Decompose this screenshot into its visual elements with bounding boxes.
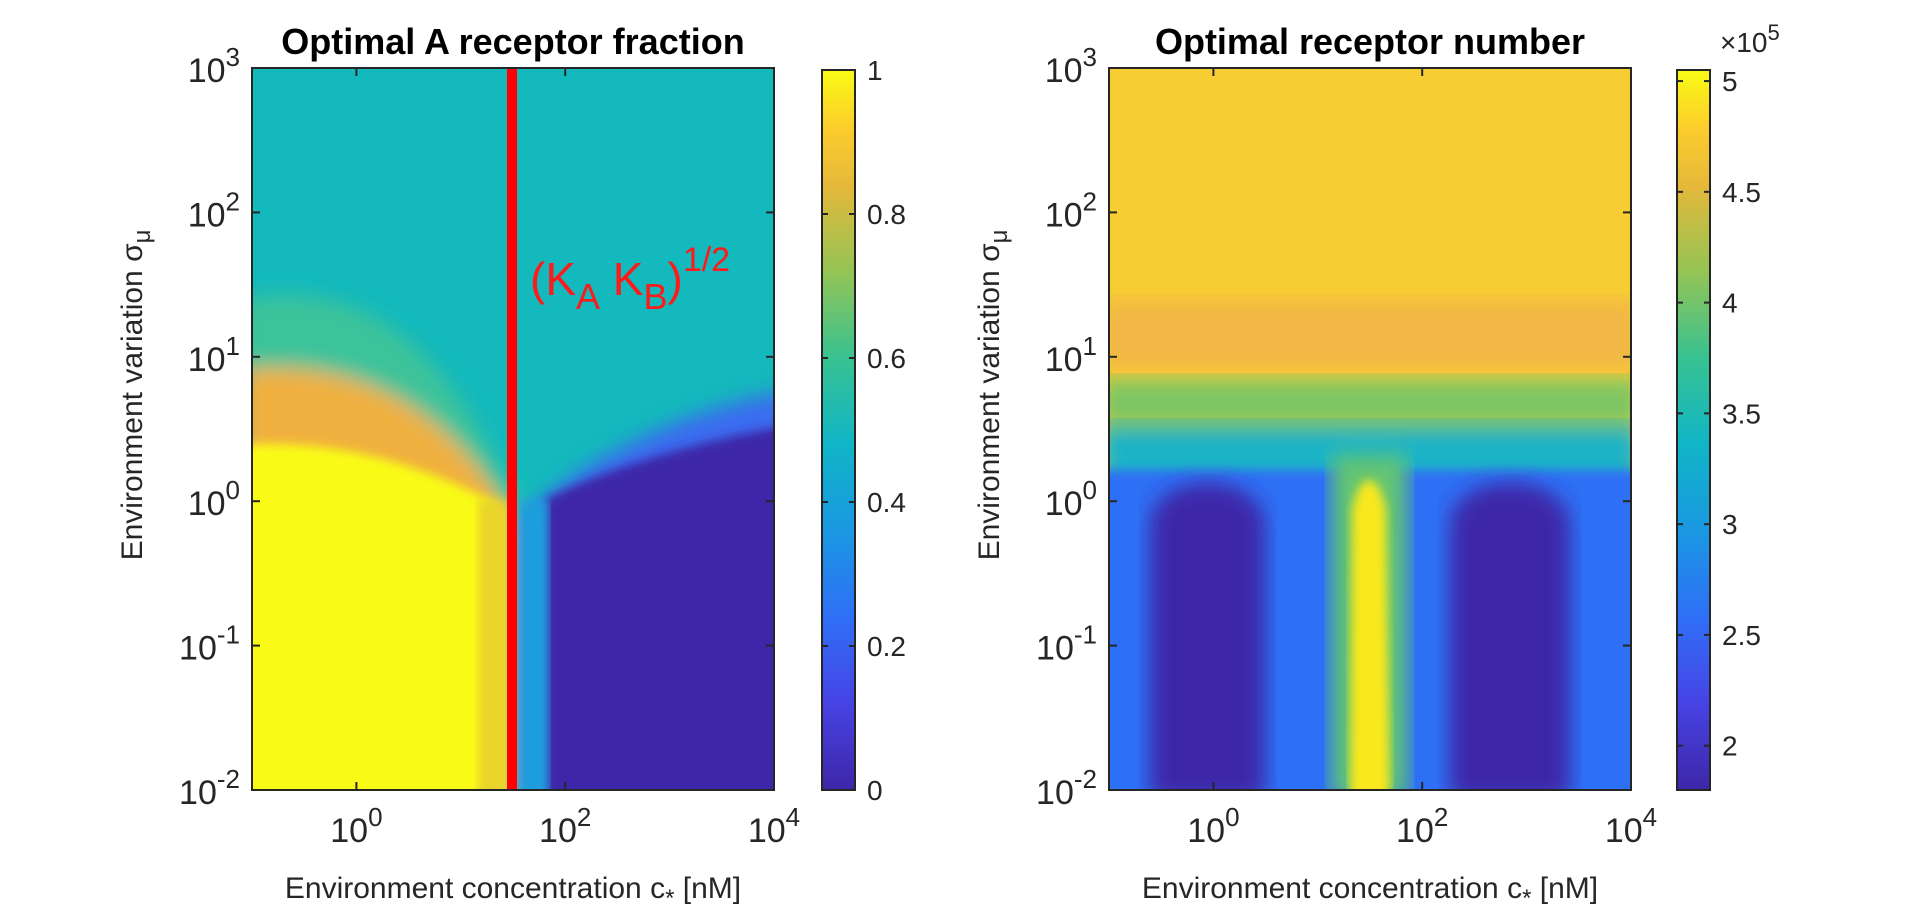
- y-tick-label: 103: [1045, 42, 1097, 90]
- panel2-colorbar-ticks: 2 2.5 3 3.5 4 4.5 5: [1677, 66, 1761, 762]
- y-tick-label: 102: [188, 186, 240, 234]
- x-tick-label: 104: [748, 802, 800, 850]
- colorbar-tick-label: 3.5: [1722, 398, 1761, 429]
- panel2-heatmap: [1109, 68, 1631, 790]
- y-tick-label: 10-1: [179, 620, 240, 668]
- panel1-right-strip: [520, 500, 548, 790]
- colorbar-tick-label: 0.4: [867, 487, 906, 518]
- colorbar-tick-label: 0: [867, 775, 883, 806]
- panel1-heatmap: [252, 68, 774, 790]
- x-tick-label: 100: [330, 802, 382, 850]
- panel2-frame: [1108, 67, 1632, 791]
- colorbar-tick-label: 0.8: [867, 199, 906, 230]
- colorbar-tick-label: 0.6: [867, 343, 906, 374]
- panel1-frame: [251, 67, 775, 791]
- reference-annotation: (KA KB)1/2: [530, 241, 730, 317]
- panel2-title: Optimal receptor number: [1155, 21, 1585, 62]
- colorbar-tick-label: 1: [867, 55, 883, 86]
- colorbar-tick-label: 4: [1722, 288, 1738, 319]
- colorbar-tick-label: 2: [1722, 731, 1738, 762]
- panel1-ylabel: Environment variation σμ: [116, 230, 156, 561]
- colorbar-tick-label: 2.5: [1722, 620, 1761, 651]
- y-tick-label: 101: [188, 331, 240, 379]
- panel2-orange-band: [1109, 300, 1631, 370]
- panel-receptor-number: Optimal receptor number 100 102 104 10-2 10-…: [973, 20, 1780, 911]
- panel1-colorbar: [821, 69, 856, 791]
- panel1-dark-region: [545, 427, 774, 790]
- panel1-title: Optimal A receptor fraction: [281, 21, 744, 62]
- panel2-right-trough: [1450, 482, 1570, 790]
- colorbar-tick-label: 5: [1722, 66, 1738, 97]
- panel2-axes: 100 102 104 10-2 10-1 100 101 102 103: [1036, 42, 1657, 850]
- panel1-colorbar-ticks: 0 0.2 0.4 0.6 0.8 1: [822, 55, 906, 806]
- x-tick-label: 100: [1187, 802, 1239, 850]
- y-tick-label: 103: [188, 42, 240, 90]
- panel2-left-trough: [1150, 482, 1265, 790]
- x-tick-label: 102: [1396, 802, 1448, 850]
- y-tick-label: 10-1: [1036, 620, 1097, 668]
- panel2-xlabel: Environment concentration c* [nM]: [1142, 872, 1598, 911]
- panel1-xlabel: Environment concentration c* [nM]: [285, 872, 741, 911]
- panel1-axes: 100 102 104 10-2 10-1 100 101 102 103: [179, 42, 800, 850]
- panel2-peak-yellow: [1350, 480, 1390, 790]
- panel2-green-band: [1109, 378, 1631, 428]
- panel2-colorbar: [1676, 69, 1711, 791]
- y-tick-label: 10-2: [179, 764, 240, 812]
- x-tick-label: 102: [539, 802, 591, 850]
- x-tick-label: 104: [1605, 802, 1657, 850]
- panel1-left-strip: [478, 500, 508, 790]
- panel-a-receptor-fraction: Optimal A receptor fraction (KA KB)1/2 1…: [116, 21, 906, 911]
- y-tick-label: 101: [1045, 331, 1097, 379]
- colorbar-tick-label: 0.2: [867, 631, 906, 662]
- y-tick-label: 100: [1045, 475, 1097, 523]
- colorbar-tick-label: 3: [1722, 509, 1738, 540]
- panel2-ylabel: Environment variation σμ: [973, 230, 1013, 561]
- colorbar-tick-label: 4.5: [1722, 177, 1761, 208]
- colorbar-exponent: ×105: [1720, 20, 1780, 58]
- y-tick-label: 10-2: [1036, 764, 1097, 812]
- y-tick-label: 102: [1045, 186, 1097, 234]
- y-tick-label: 100: [188, 475, 240, 523]
- panel1-yellow-region: [252, 444, 505, 790]
